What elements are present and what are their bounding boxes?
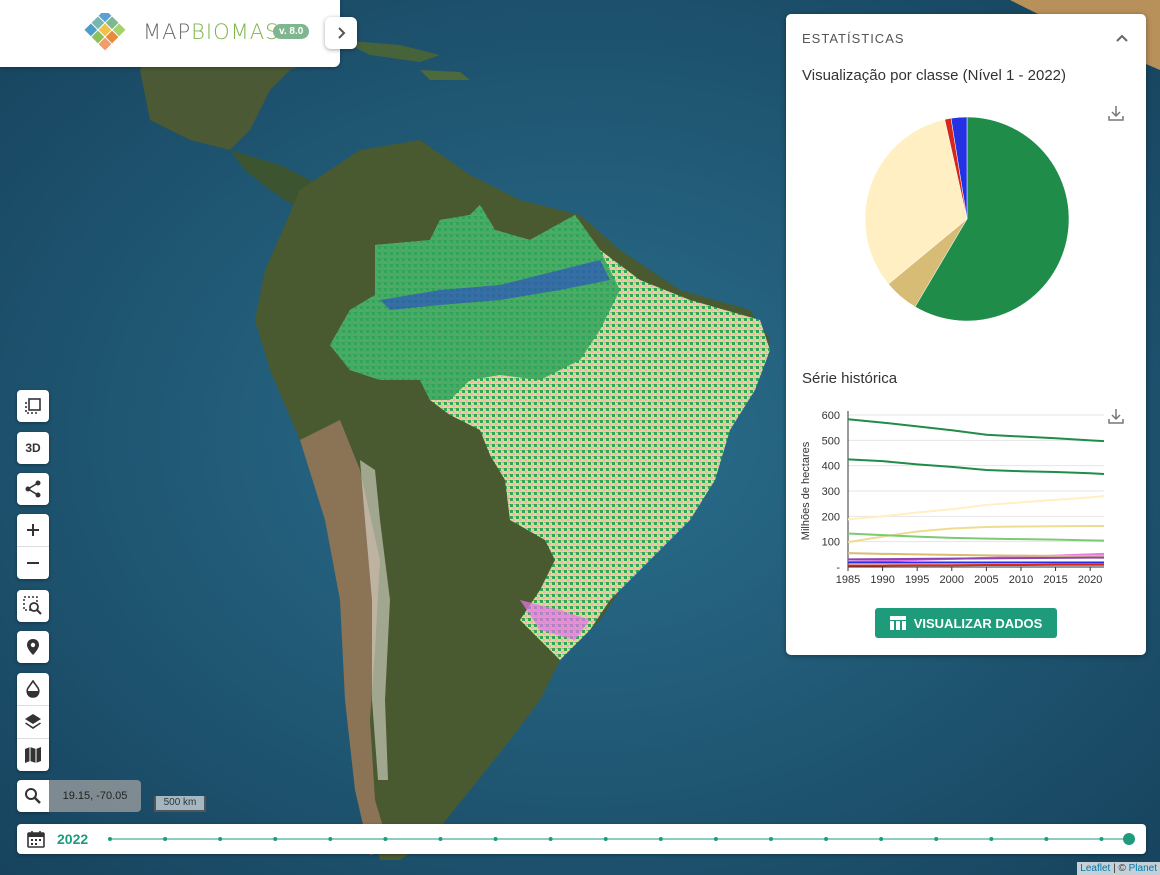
y-tick-label: 600	[822, 410, 840, 422]
planet-link[interactable]: Planet	[1128, 863, 1157, 874]
zoom-area-button[interactable]	[17, 590, 49, 622]
x-tick-label: 2020	[1078, 574, 1102, 586]
pie-slice[interactable]	[864, 119, 968, 285]
layers-icon	[25, 714, 41, 729]
y-tick-label: 400	[822, 461, 840, 473]
y-tick-label: 300	[822, 486, 840, 498]
search-button[interactable]	[17, 780, 49, 812]
timeline-tick[interactable]	[879, 837, 884, 841]
minus-icon	[27, 562, 39, 564]
opacity-drop-icon	[26, 680, 40, 698]
download-icon[interactable]	[1107, 407, 1125, 425]
timeline-tick[interactable]	[713, 837, 718, 841]
timeline-tick[interactable]	[989, 837, 994, 841]
share-icon	[25, 480, 41, 498]
leaflet-link[interactable]: Leaflet	[1080, 863, 1111, 874]
x-tick-label: 1990	[870, 574, 894, 586]
zoom-in-button[interactable]	[17, 514, 49, 546]
timeline-tick[interactable]	[218, 837, 223, 841]
visualize-data-label: VISUALIZAR DADOS	[913, 615, 1043, 631]
x-tick-label: 2010	[1009, 574, 1033, 586]
logo-text-biomas: BIOMAS	[191, 20, 280, 44]
visualize-data-button[interactable]: VISUALIZAR DADOS	[875, 608, 1057, 638]
y-tick-label: 500	[822, 435, 840, 447]
timeline-tick[interactable]	[163, 837, 168, 841]
logo-text-map: MAP	[143, 20, 192, 44]
sidebar-toggle-button[interactable]	[325, 17, 357, 49]
series-line	[848, 563, 1104, 567]
y-tick-label: -	[836, 562, 840, 574]
series-line	[847, 495, 1105, 521]
download-icon[interactable]	[1107, 104, 1125, 122]
app-header: MAPBIOMAS v. 8.0	[0, 0, 340, 67]
timeline-tick[interactable]	[493, 837, 498, 841]
series-line	[847, 532, 1105, 542]
layers-panel-button[interactable]	[17, 390, 49, 422]
timeline-tick[interactable]	[438, 837, 443, 841]
timeline-tick[interactable]	[603, 837, 608, 841]
timeline-tick[interactable]	[383, 837, 388, 841]
series-line	[847, 418, 1105, 443]
timeline-tick[interactable]	[328, 837, 333, 841]
scale-bar: 500 km	[154, 796, 206, 812]
timeline-tick[interactable]	[824, 837, 829, 841]
chevron-up-icon[interactable]	[1114, 30, 1130, 46]
basemap-button[interactable]	[17, 738, 49, 771]
timeline-tick[interactable]	[658, 837, 663, 841]
map-options-group	[17, 673, 49, 771]
table-icon	[889, 616, 906, 630]
x-tick-label: 2015	[1043, 574, 1067, 586]
calendar-icon[interactable]	[27, 830, 45, 848]
timeline-bar: 2022	[17, 824, 1146, 854]
timeline-tick[interactable]	[548, 837, 553, 841]
plus-icon	[27, 524, 39, 536]
panel-icon	[25, 398, 41, 414]
x-tick-label: 2005	[974, 574, 998, 586]
zoom-area-icon	[23, 596, 42, 615]
statistics-panel: ESTATÍSTICAS Visualização por classe (Ní…	[786, 14, 1146, 655]
map-icon	[25, 747, 41, 763]
pie-slice[interactable]	[914, 116, 1070, 322]
series-line	[847, 556, 1104, 561]
timeline-handle[interactable]	[1123, 833, 1135, 845]
y-tick-label: 100	[822, 537, 840, 549]
search-icon	[25, 788, 41, 804]
x-tick-label: 1985	[836, 574, 860, 586]
timeline-slider[interactable]	[102, 824, 1137, 854]
pie-slice[interactable]	[950, 116, 968, 220]
x-tick-label: 1995	[905, 574, 929, 586]
timeline-tick[interactable]	[1099, 837, 1104, 841]
line-chart: 600 500 400 300 200 100 -1985 1990 1995 2000 2005 2…	[800, 410, 1105, 586]
series-chart-title: Série histórica	[802, 370, 898, 387]
series-line	[847, 458, 1105, 476]
timeline-tick[interactable]	[273, 837, 278, 841]
pie-chart-title: Visualização por classe (Nível 1 - 2022)	[802, 67, 1067, 84]
zoom-out-button[interactable]	[17, 546, 49, 579]
timeline-selected-year: 2022	[57, 831, 89, 847]
pie-chart	[864, 116, 1070, 322]
three-d-button[interactable]: 3D	[17, 432, 49, 464]
app-logo-text: MAPBIOMAS	[143, 20, 279, 44]
share-button[interactable]	[17, 473, 49, 505]
layers-button[interactable]	[17, 705, 49, 738]
statistics-title: ESTATÍSTICAS	[802, 31, 905, 46]
opacity-button[interactable]	[17, 673, 49, 705]
timeline-tick[interactable]	[768, 837, 773, 841]
timeline-tick[interactable]	[108, 837, 112, 841]
series-line	[847, 552, 1104, 557]
zoom-control	[17, 514, 49, 579]
chevron-right-icon	[338, 27, 346, 39]
map-pin-icon	[27, 639, 39, 655]
mapbiomas-logo-icon	[84, 13, 126, 51]
version-badge: v. 8.0	[273, 24, 310, 39]
x-tick-label: 2000	[940, 574, 964, 586]
location-button[interactable]	[17, 631, 49, 663]
y-tick-label: 200	[822, 511, 840, 523]
y-axis-label: Milhões de hectares	[800, 441, 812, 540]
timeline-tick[interactable]	[934, 837, 939, 841]
coordinates-readout: 19.15, -70.05	[49, 780, 141, 812]
map-attribution: Leaflet | © Planet	[1077, 862, 1160, 875]
timeline-tick[interactable]	[1044, 837, 1049, 841]
attribution-separator: | ©	[1110, 863, 1129, 874]
